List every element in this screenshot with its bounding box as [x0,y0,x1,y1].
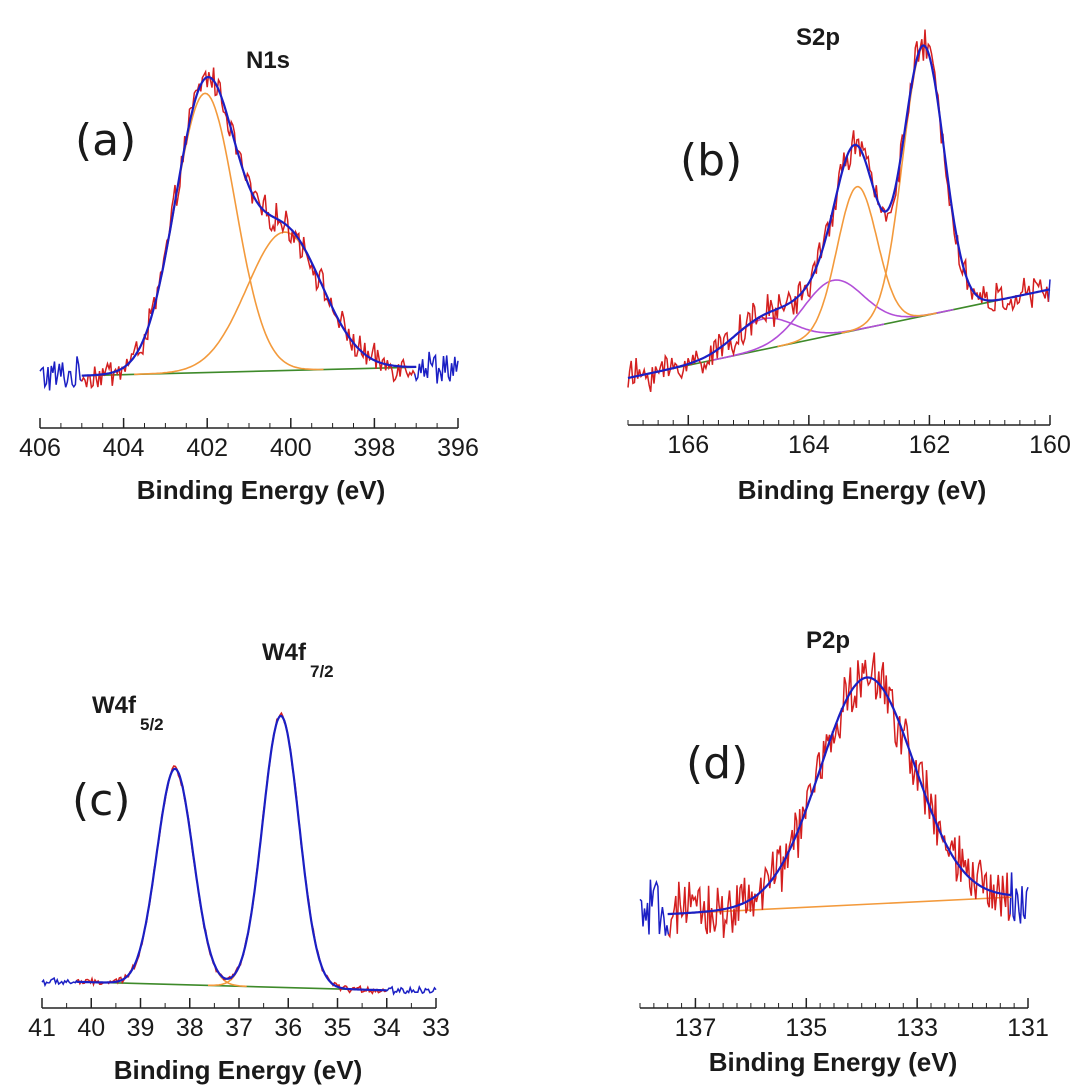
panel-c: (c) W4f 5/2 W4f 7/2 41 40 39 38 37 36 35 34 33 B… [28,639,450,1085]
panel-c-label: (c) [72,775,131,826]
panel-a-plot: 406 404 402 400 398 396 [19,67,479,462]
panel-b-component-4 [841,45,1005,334]
panel-d-survey-right [1009,872,1029,924]
x-tick-label: 38 [176,1014,204,1042]
panel-d-component-1 [678,676,1009,915]
peak-label-w4f-5-2-sub: 5/2 [140,715,164,734]
panel-b-component-3 [777,185,937,348]
panel-d-envelope-fit [667,676,1012,916]
panel-a-xlabel: Binding Energy (eV) [137,475,385,505]
panel-b-label: (b) [680,135,742,186]
panel-d-label: (d) [686,738,748,789]
x-tick-label: 39 [127,1014,155,1042]
panel-d-raw-data [667,652,1011,939]
peak-label-w4f-7-2-text: W4f [262,639,307,666]
panel-a-x-axis: 406 404 402 400 398 396 [19,418,479,462]
x-tick-label: 164 [788,431,830,459]
x-tick-label: 166 [667,431,709,459]
panel-a-survey-left [39,356,83,391]
panel-c-background-line [76,981,387,992]
panel-b-title: S2p [796,24,840,51]
panel-b: (b) S2p 166 164 162 160 Binding Energy (eV) [627,24,1071,505]
x-tick-label: 131 [1007,1014,1049,1042]
x-tick-label: 135 [785,1014,827,1042]
x-tick-label: 398 [354,434,396,462]
panel-a-envelope-fit [81,76,417,377]
panel-a-raw-data [81,67,416,390]
x-tick-label: 160 [1029,431,1071,459]
peak-label-w4f-7-2-sub: 7/2 [310,662,334,681]
panel-c-plot: 41 40 39 38 37 36 35 34 33 [28,711,450,1042]
panel-d-plot: 137 135 133 131 [639,652,1049,1042]
x-tick-label: 137 [675,1014,717,1042]
panel-c-xlabel: Binding Energy (eV) [114,1055,362,1085]
x-tick-label: 35 [324,1014,352,1042]
x-tick-label: 400 [270,434,312,462]
panel-d: (d) P2p 137 135 133 131 Binding Energy (eV) [639,627,1049,1077]
panel-a-survey-right [413,351,459,384]
x-tick-label: 396 [437,434,479,462]
panel-b-x-axis: 166 164 162 160 [627,415,1071,459]
peak-label-w4f-5-2: W4f 5/2 [92,692,164,734]
x-tick-label: 406 [19,434,61,462]
x-tick-label: 34 [373,1014,401,1042]
panel-d-title: P2p [806,627,850,654]
panel-a: (a) N1s 406 404 402 400 398 396 Binding Energ… [19,47,479,505]
panel-a-background-line [81,366,417,377]
panel-a-label: (a) [75,115,136,166]
panel-b-envelope-fit [627,44,1051,380]
panel-c-raw-data [76,711,387,995]
panel-c-survey-right [385,985,437,996]
panel-b-background-line [627,288,1051,379]
panel-b-raw-data [627,29,1050,392]
x-tick-label: 162 [909,431,951,459]
panel-d-survey-left [639,879,670,936]
peak-label-w4f-7-2: W4f 7/2 [262,639,334,681]
x-tick-label: 404 [103,434,145,462]
peak-label-w4f-5-2-text: W4f [92,692,137,719]
panel-a-title: N1s [246,47,290,74]
panel-d-background-line [667,896,1012,915]
panel-d-x-axis: 137 135 133 131 [639,998,1049,1042]
x-tick-label: 402 [186,434,228,462]
x-tick-label: 41 [28,1014,56,1042]
panel-b-xlabel: Binding Energy (eV) [738,475,986,505]
panel-c-component-2 [208,715,353,990]
x-tick-label: 40 [77,1014,105,1042]
x-tick-label: 133 [896,1014,938,1042]
x-tick-label: 36 [274,1014,302,1042]
x-tick-label: 37 [225,1014,253,1042]
panel-c-survey-left [41,976,78,988]
x-tick-label: 33 [422,1014,450,1042]
panel-b-plot: 166 164 162 160 [627,29,1071,459]
panel-d-xlabel: Binding Energy (eV) [709,1047,957,1077]
panel-c-envelope-fit [76,714,387,992]
panel-c-x-axis: 41 40 39 38 37 36 35 34 33 [28,998,450,1042]
panel-b-component-2 [712,279,954,361]
